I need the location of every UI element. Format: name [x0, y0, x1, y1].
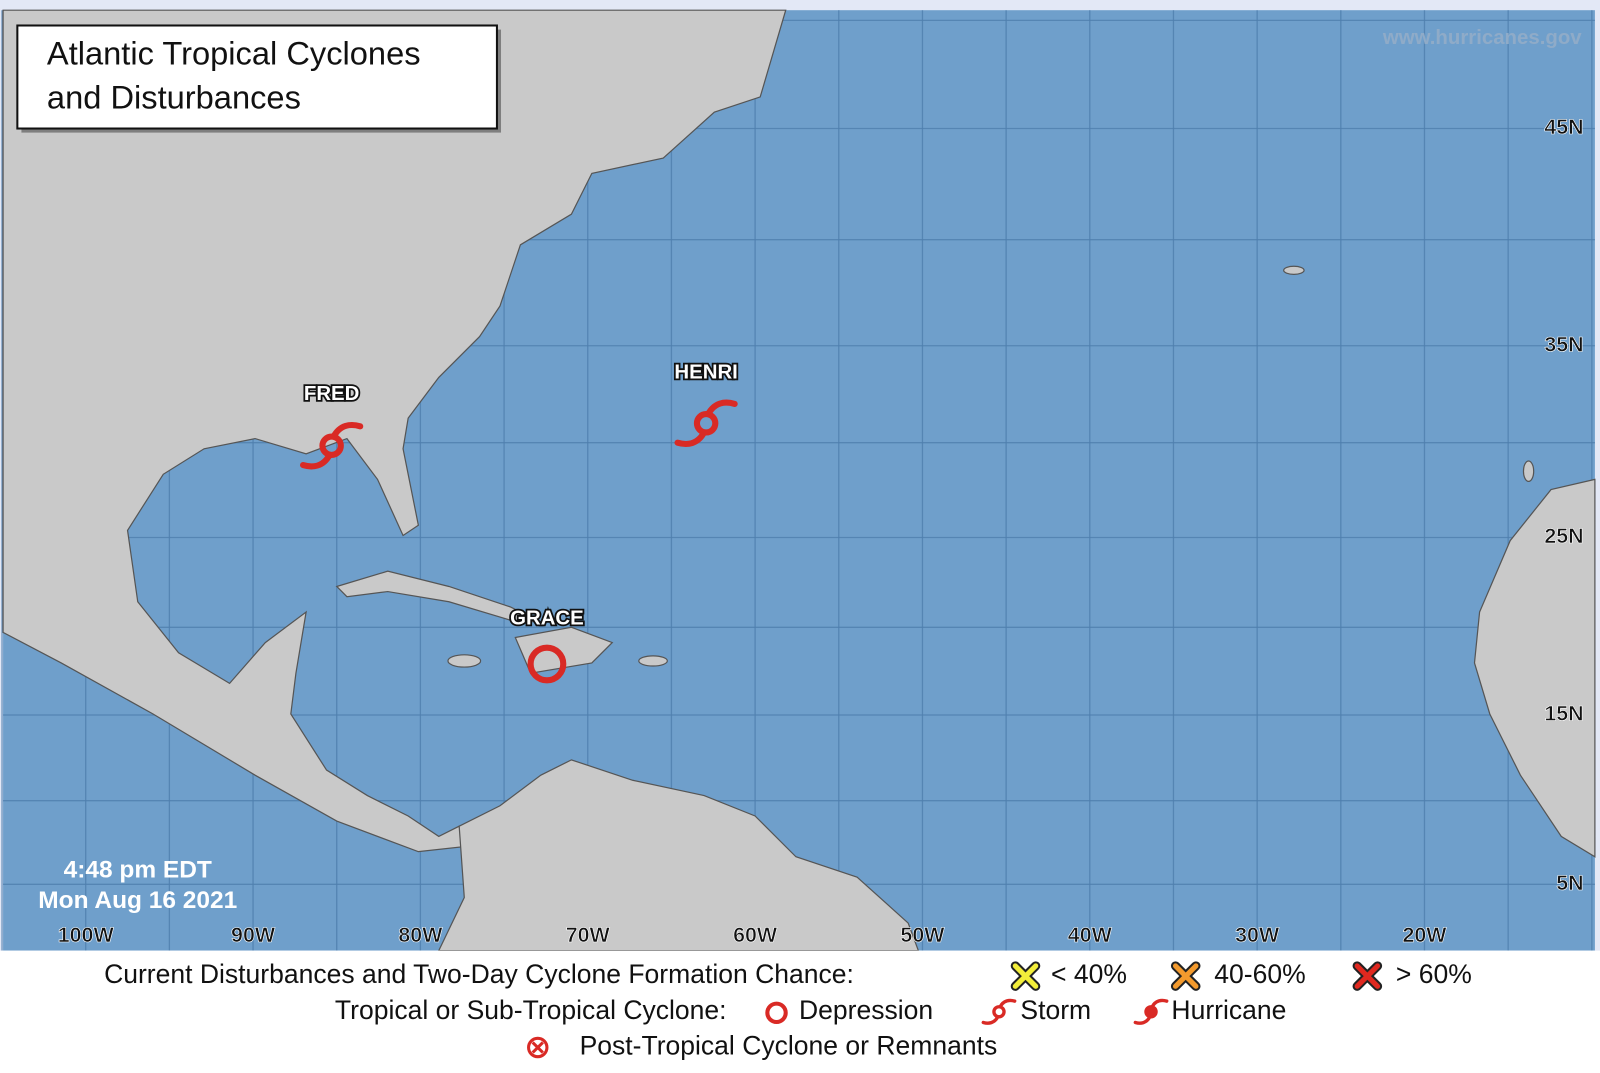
canary-islands: [1522, 460, 1535, 483]
legend-item: Hurricane: [1171, 995, 1286, 1025]
longitude-label: 30W: [1235, 923, 1280, 947]
longitude-label: 70W: [566, 923, 611, 947]
longitude-label: 50W: [900, 923, 945, 947]
longitude-label: 100W: [58, 923, 115, 947]
jamaica: [447, 654, 482, 668]
legend-icon-medium-fill: [1172, 963, 1199, 989]
title-line: Atlantic Tropical Cyclones: [47, 35, 421, 72]
legend-icon-high-fill: [1354, 963, 1381, 989]
legend-icon-post-tropical: [527, 1036, 549, 1059]
legend-item: Storm: [1020, 995, 1091, 1025]
longitude-label: 60W: [733, 923, 778, 947]
latitude-label: 25N: [1544, 524, 1583, 548]
legend-icon-post-tropical-x: [531, 1041, 544, 1054]
legend-item: Post-Tropical Cyclone or Remnants: [580, 1031, 998, 1061]
puerto-rico: [638, 655, 668, 667]
latitude-label: 45N: [1544, 115, 1583, 139]
latitude-label: 5N: [1556, 871, 1583, 895]
title-box: [16, 24, 498, 130]
legend-icon-depression: [765, 1001, 788, 1025]
latitude-label: 35N: [1544, 332, 1583, 356]
timestamp: Mon Aug 16 2021: [38, 887, 237, 914]
latitude-labels: 45N 35N 25N 15N 5N: [1544, 115, 1584, 895]
azores: [1283, 265, 1305, 275]
longitude-label: 90W: [231, 923, 276, 947]
legend-item: < 40%: [1051, 959, 1127, 989]
storm-name: HENRI: [674, 362, 737, 384]
legend-item: 40-60%: [1214, 959, 1305, 989]
land: [2, 9, 1596, 952]
longitude-labels: 100W 90W 80W 70W 60W 50W 40W 30W 20W: [57, 923, 1447, 948]
legend-icon-low-fill: [1012, 963, 1039, 989]
depression-symbol: [527, 644, 567, 684]
storm-name: GRACE: [510, 608, 584, 630]
longitude-label: 80W: [398, 923, 443, 947]
legend-panel: [0, 950, 1600, 1073]
timestamp: 4:48 pm EDT: [64, 857, 212, 884]
title-line: and Disturbances: [47, 79, 301, 116]
legend-heading: Current Disturbances and Two-Day Cyclone…: [104, 959, 854, 989]
cuba: [335, 570, 542, 623]
legend-heading: Tropical or Sub-Tropical Cyclone:: [335, 995, 727, 1025]
watermark: www.hurricanes.gov: [1382, 27, 1582, 49]
longitude-label: 40W: [1068, 923, 1113, 947]
longitude-label: 20W: [1402, 923, 1447, 947]
north-america: [2, 9, 787, 853]
legend-icon-hurricane: [1133, 998, 1169, 1025]
latitude-label: 15N: [1544, 702, 1583, 726]
africa: [1473, 478, 1596, 858]
legend-item: Depression: [799, 995, 933, 1025]
storm-name: FRED: [304, 383, 360, 405]
legend-item: > 60%: [1396, 959, 1472, 989]
